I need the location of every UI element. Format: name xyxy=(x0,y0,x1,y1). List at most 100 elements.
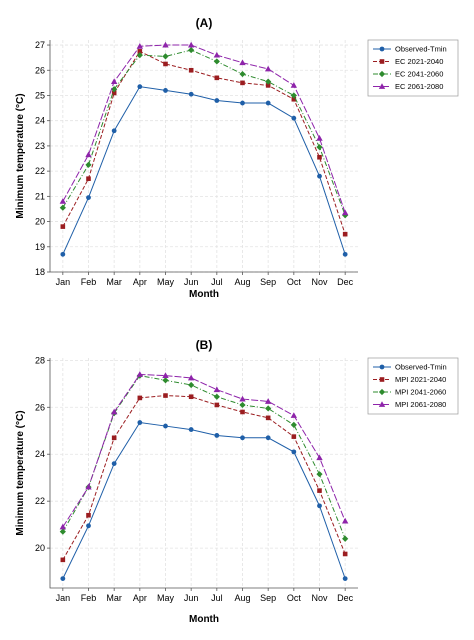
chart-a-legend-marker xyxy=(378,70,386,78)
chart-b-series-3 xyxy=(59,372,349,542)
chart-a-series-line xyxy=(62,44,346,213)
chart-b-legend-label: MPI 2041-2060 xyxy=(395,388,446,397)
chart-a-data-point xyxy=(136,52,143,59)
chart-b-legend-marker xyxy=(378,388,386,396)
chart-a-xtick-label: Apr xyxy=(133,277,147,287)
chart-b-series-line xyxy=(62,422,346,579)
chart-b-series-line xyxy=(62,373,346,528)
chart-a-series-line xyxy=(62,86,346,255)
chart-a-ytick-label: 21 xyxy=(35,191,45,201)
chart-b-ylabel: Minimum temperature (°C) xyxy=(15,410,26,535)
chart-b-xtick-label: May xyxy=(157,593,175,603)
chart-b-ytick-label: 26 xyxy=(35,402,45,412)
chart-b-xtick-label: Mar xyxy=(106,593,122,603)
chart-a-data-point xyxy=(187,41,195,48)
chart-a-legend-marker xyxy=(379,46,385,52)
chart-a-data-point xyxy=(265,78,272,85)
chart-a-data-point xyxy=(341,209,349,216)
chart-b-data-point xyxy=(188,427,194,432)
chart-b-series-2 xyxy=(60,393,348,563)
chart-b-data-point xyxy=(342,535,349,542)
chart-a-legend-marker xyxy=(379,59,385,64)
chart-a-data-point xyxy=(291,115,297,121)
chart-a-data-point xyxy=(239,70,246,78)
chart-a-data-point xyxy=(239,59,246,66)
chart-a-xtick-label: Jun xyxy=(184,277,199,287)
chart-b-data-point xyxy=(213,386,221,393)
chart-a-data-point xyxy=(265,83,271,88)
chart-a-data-point xyxy=(111,90,117,96)
chart-a-ytick-label: 19 xyxy=(35,242,45,252)
chart-a-legend: Observed-Tmin EC 2021-2040 EC 2041-2060 EC … xyxy=(367,39,459,97)
chart-a-data-point xyxy=(290,82,298,88)
chart-b-data-point xyxy=(60,557,66,563)
chart-b-data-point xyxy=(187,374,195,381)
chart-a-xtick-label: Aug xyxy=(234,277,250,287)
chart-a-xtick-label: Nov xyxy=(311,277,328,287)
chart-a-data-point xyxy=(290,92,297,99)
chart-b-title: (B) xyxy=(196,338,213,352)
chart-a-legend-marker xyxy=(378,83,386,89)
chart-a-xtick-label: May xyxy=(157,277,175,287)
chart-b-xtick-label: Nov xyxy=(311,593,328,603)
chart-b-ytick-label: 24 xyxy=(35,449,45,459)
chart-b-data-point xyxy=(111,461,117,467)
chart-b-data-point xyxy=(163,423,168,429)
chart-b-data-point xyxy=(291,434,297,439)
chart-a-series-4 xyxy=(59,41,349,216)
chart-a-series-2 xyxy=(60,49,348,237)
chart-b-legend-label: MPI 2061-2080 xyxy=(395,400,446,409)
chart-a-data-point xyxy=(86,195,91,201)
chart-b-data-point xyxy=(341,517,349,524)
chart-a-data-point xyxy=(214,75,220,81)
chart-b-xtick-label: Jul xyxy=(211,593,223,603)
chart-a-data-point xyxy=(342,231,348,237)
chart-a-ytick-label: 22 xyxy=(35,166,45,176)
chart-a-data-point xyxy=(317,154,322,160)
chart-b-ytick-label: 28 xyxy=(35,355,45,365)
chart-a-data-point xyxy=(85,161,92,168)
chart-a-data-point xyxy=(110,78,118,85)
chart-a-data-point xyxy=(188,91,194,97)
chart-b-ytick-label: 22 xyxy=(35,496,45,506)
chart-b-data-point xyxy=(188,394,194,400)
chart-b-data-point xyxy=(290,421,297,428)
chart-b-data-point xyxy=(86,512,91,518)
chart-a-data-point xyxy=(163,61,168,67)
chart-b-data-point xyxy=(265,405,272,412)
chart-a-data-point xyxy=(317,173,322,179)
chart-a-data-point xyxy=(111,128,117,134)
chart-a-xtick-label: Jan xyxy=(56,277,71,287)
chart-a-legend-label: EC 2021-2040 xyxy=(395,57,443,66)
chart-a-data-point xyxy=(316,144,323,151)
chart-b-series-line xyxy=(62,395,346,561)
chart-b-data-point xyxy=(239,395,246,402)
chart-b-xtick-label: Aug xyxy=(234,593,250,603)
chart-b-data-point xyxy=(290,412,298,418)
chart-b-data-point xyxy=(59,523,67,530)
chart-a-ytick-label: 27 xyxy=(35,40,45,50)
chart-a-ytick-label: 18 xyxy=(35,267,45,277)
chart-b-xtick-label: Oct xyxy=(287,593,302,603)
chart-b-data-point xyxy=(137,420,143,425)
chart-b-data-point xyxy=(342,551,348,557)
chart-b-data-point xyxy=(163,393,168,398)
chart-b: (B) 20 22 24 26 28 Jan Feb Mar Apr May Jun Jul Aug Sep… xyxy=(15,338,459,625)
chart-a-data-point xyxy=(214,98,220,103)
chart-b-data-point xyxy=(59,528,66,535)
chart-a-xtick-label: Mar xyxy=(106,277,122,287)
chart-b-data-point xyxy=(85,483,92,490)
chart-b-ytick-label: 20 xyxy=(35,543,45,553)
chart-a-xtick-label: Sep xyxy=(260,277,276,287)
chart-b-legend-label: Observed-Tmin xyxy=(395,363,447,372)
chart-b-data-point xyxy=(316,471,323,478)
chart-b-xtick-label: Feb xyxy=(81,593,97,603)
chart-a-series-3 xyxy=(59,46,349,219)
chart-b-data-point xyxy=(110,408,118,415)
chart-b-xlabel: Month xyxy=(189,614,219,625)
chart-b-legend-marker xyxy=(379,364,385,370)
chart-b-data-point xyxy=(213,393,220,400)
chart-a-data-point xyxy=(291,96,297,102)
chart-a-ytick-label: 26 xyxy=(35,65,45,75)
chart-b-data-point xyxy=(214,402,220,408)
